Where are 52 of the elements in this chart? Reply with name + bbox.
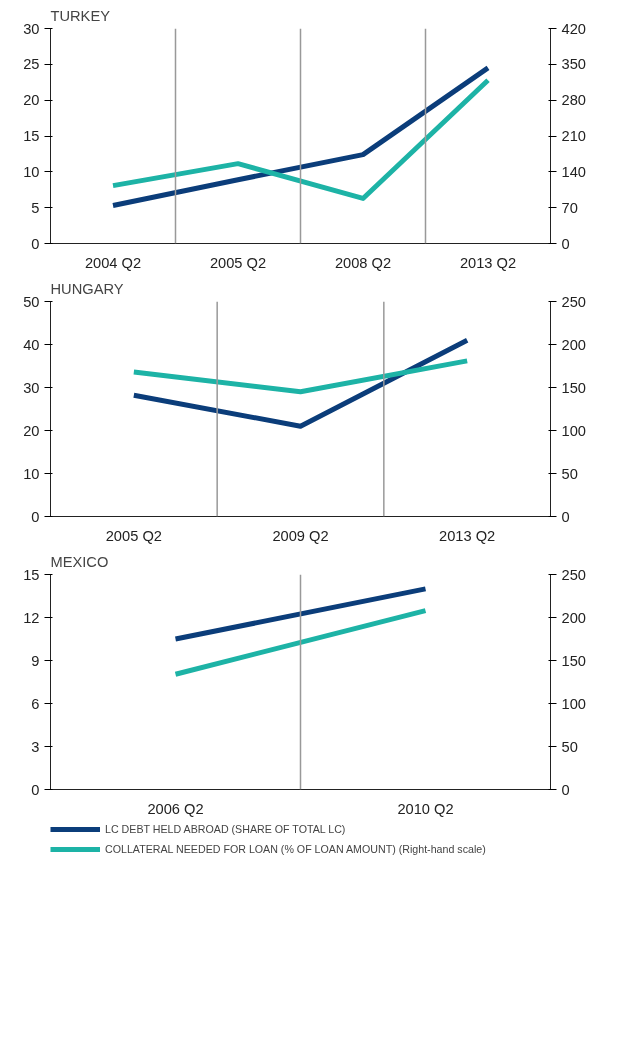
y-tick-label: 50 (23, 293, 40, 310)
y-tick-label: 6 (31, 695, 40, 712)
y2-tick-label: 150 (561, 379, 586, 396)
y2-tick-label: 280 (561, 92, 586, 109)
x-tick-label: 2004 Q2 (84, 254, 142, 271)
legend-label: COLLATERAL NEEDED FOR LOAN (% OF LOAN AMOUNT) (Right-hand scale) (105, 843, 486, 855)
chart-title: HUNGARY (50, 280, 124, 297)
y2-tick-label: 50 (561, 738, 578, 755)
chart-title: MEXICO (50, 553, 109, 570)
y-tick-label: 15 (23, 128, 40, 144)
y2-tick-label: 100 (561, 695, 586, 712)
y2-tick-label: 250 (561, 566, 586, 583)
legend-label: LC DEBT HELD ABROAD (SHARE OF TOTAL LC) (105, 823, 346, 835)
y-tick-label: 0 (31, 508, 40, 525)
y2-tick-label: 0 (561, 235, 570, 252)
y-tick-label: 20 (23, 422, 40, 439)
y-tick-label: 10 (23, 163, 40, 180)
x-tick-label: 2010 Q2 (397, 800, 454, 817)
y-tick-label: 15 (23, 566, 40, 583)
y2-tick-label: 200 (561, 609, 586, 626)
chart-title: TURKEY (50, 7, 111, 24)
y2-tick-label: 150 (561, 652, 586, 669)
x-tick-label: 2005 Q2 (105, 527, 162, 544)
y2-tick-label: 210 (561, 128, 586, 144)
y2-tick-label: 50 (561, 465, 578, 482)
y-tick-label: 20 (23, 92, 40, 109)
y2-tick-label: 100 (561, 422, 586, 439)
x-tick-label: 2013 Q2 (459, 254, 517, 271)
x-tick-label: 2008 Q2 (334, 254, 392, 271)
y-tick-label: 10 (23, 465, 40, 482)
x-tick-label: 2006 Q2 (147, 800, 204, 817)
y2-tick-label: 0 (561, 508, 570, 525)
y-tick-label: 5 (31, 199, 40, 216)
y2-tick-label: 250 (561, 293, 586, 310)
x-tick-label: 2005 Q2 (209, 254, 267, 271)
y-tick-label: 3 (31, 738, 40, 755)
y-tick-label: 0 (31, 781, 40, 798)
y-tick-label: 9 (31, 652, 40, 669)
y2-tick-label: 350 (561, 56, 586, 73)
y2-tick-label: 140 (561, 163, 586, 180)
y-tick-label: 25 (23, 56, 40, 73)
x-tick-label: 2009 Q2 (272, 527, 329, 544)
y-tick-label: 0 (31, 235, 40, 252)
y-tick-label: 12 (23, 609, 40, 626)
y2-tick-label: 70 (561, 199, 578, 216)
y2-tick-label: 0 (561, 781, 570, 798)
y-tick-label: 40 (23, 336, 40, 353)
x-tick-label: 2013 Q2 (439, 527, 496, 544)
y2-tick-label: 200 (561, 336, 586, 353)
y-tick-label: 30 (23, 379, 40, 396)
y2-tick-label: 420 (561, 20, 586, 37)
y-tick-label: 30 (23, 20, 40, 37)
